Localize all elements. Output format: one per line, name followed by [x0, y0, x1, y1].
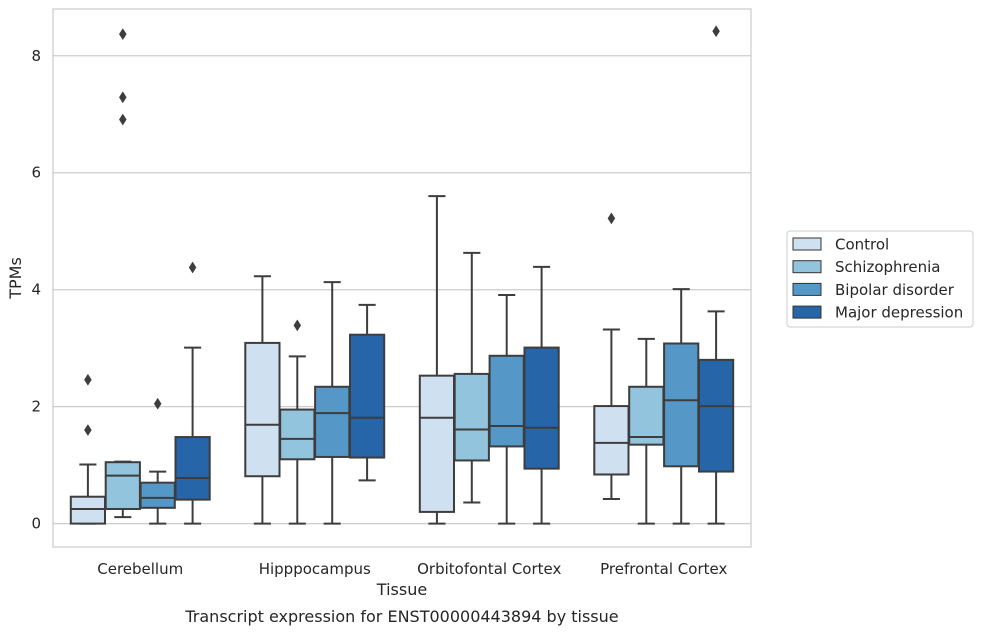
y-tick-label: 6	[31, 164, 41, 182]
legend-label: Schizophrenia	[835, 258, 940, 276]
box-group	[279, 319, 316, 525]
outlier-point	[607, 212, 616, 225]
box-iqr	[139, 481, 176, 509]
outlier-point	[119, 113, 127, 126]
box-iqr	[593, 405, 630, 476]
outlier-point	[119, 91, 127, 104]
x-axis-label: Tissue	[376, 580, 427, 599]
legend-swatch	[792, 282, 822, 296]
y-gridlines	[53, 55, 751, 525]
x-tick-labels: Cerebellum Hipppocampus Orbitofontal Corte…	[97, 560, 727, 578]
y-tick-label: 8	[31, 47, 41, 65]
legend-frame	[786, 230, 974, 328]
box-iqr	[453, 372, 490, 462]
box-group	[174, 261, 211, 525]
y-tick-label: 2	[31, 398, 41, 416]
box-group	[69, 373, 107, 525]
x-tick-label: Cerebellum	[97, 560, 183, 578]
y-axis-label: TPMs	[6, 257, 25, 300]
box-iqr	[663, 342, 700, 468]
y-tick-label: 4	[31, 281, 41, 299]
x-tick-label: Orbitofontal Cortex	[417, 560, 561, 578]
box-iqr	[314, 385, 351, 458]
box-group	[697, 25, 735, 525]
outlier-point	[84, 373, 92, 386]
outlier-point	[84, 424, 92, 437]
outlier-point	[188, 261, 197, 274]
box-group	[139, 397, 176, 525]
box-group	[453, 251, 490, 504]
chart-caption: Transcript expression for ENST0000044389…	[184, 607, 618, 626]
box-group	[628, 337, 665, 525]
box-group	[314, 281, 351, 525]
legend-swatch	[792, 237, 822, 251]
outlier-point	[293, 319, 302, 332]
box-iqr	[104, 461, 141, 510]
box-groups	[69, 25, 735, 525]
legend: Control Schizophrenia Bipolar disorder Majo…	[786, 230, 974, 328]
legend-label: Major depression	[835, 304, 963, 322]
box-iqr	[697, 358, 735, 473]
box-iqr	[244, 341, 281, 478]
x-tick-label: Prefrontal Cortex	[600, 560, 727, 578]
box-iqr	[348, 333, 386, 459]
box-group	[593, 212, 630, 501]
box-iqr	[69, 495, 107, 525]
legend-label: Bipolar disorder	[835, 281, 955, 299]
box-group	[523, 265, 560, 525]
box-group	[348, 303, 386, 482]
y-tick-label: 0	[31, 515, 41, 533]
plot-area-frame	[52, 8, 752, 548]
box-iqr	[174, 436, 211, 501]
box-iqr	[523, 346, 560, 470]
box-iqr	[488, 354, 525, 448]
legend-swatch	[792, 305, 822, 319]
box-group	[418, 195, 456, 525]
box-iqr	[279, 408, 316, 461]
y-tick-labels: 0 2 4 6 8	[31, 47, 41, 533]
box-group	[244, 275, 281, 525]
box-group	[104, 28, 141, 519]
box-iqr	[418, 374, 456, 513]
x-tick-label: Hipppocampus	[259, 560, 371, 578]
legend-swatch	[792, 260, 822, 274]
outlier-point	[153, 397, 162, 410]
outlier-point	[119, 28, 127, 41]
box-iqr	[628, 385, 665, 446]
box-group	[663, 288, 700, 525]
outlier-point	[712, 25, 720, 38]
legend-label: Control	[835, 236, 889, 254]
